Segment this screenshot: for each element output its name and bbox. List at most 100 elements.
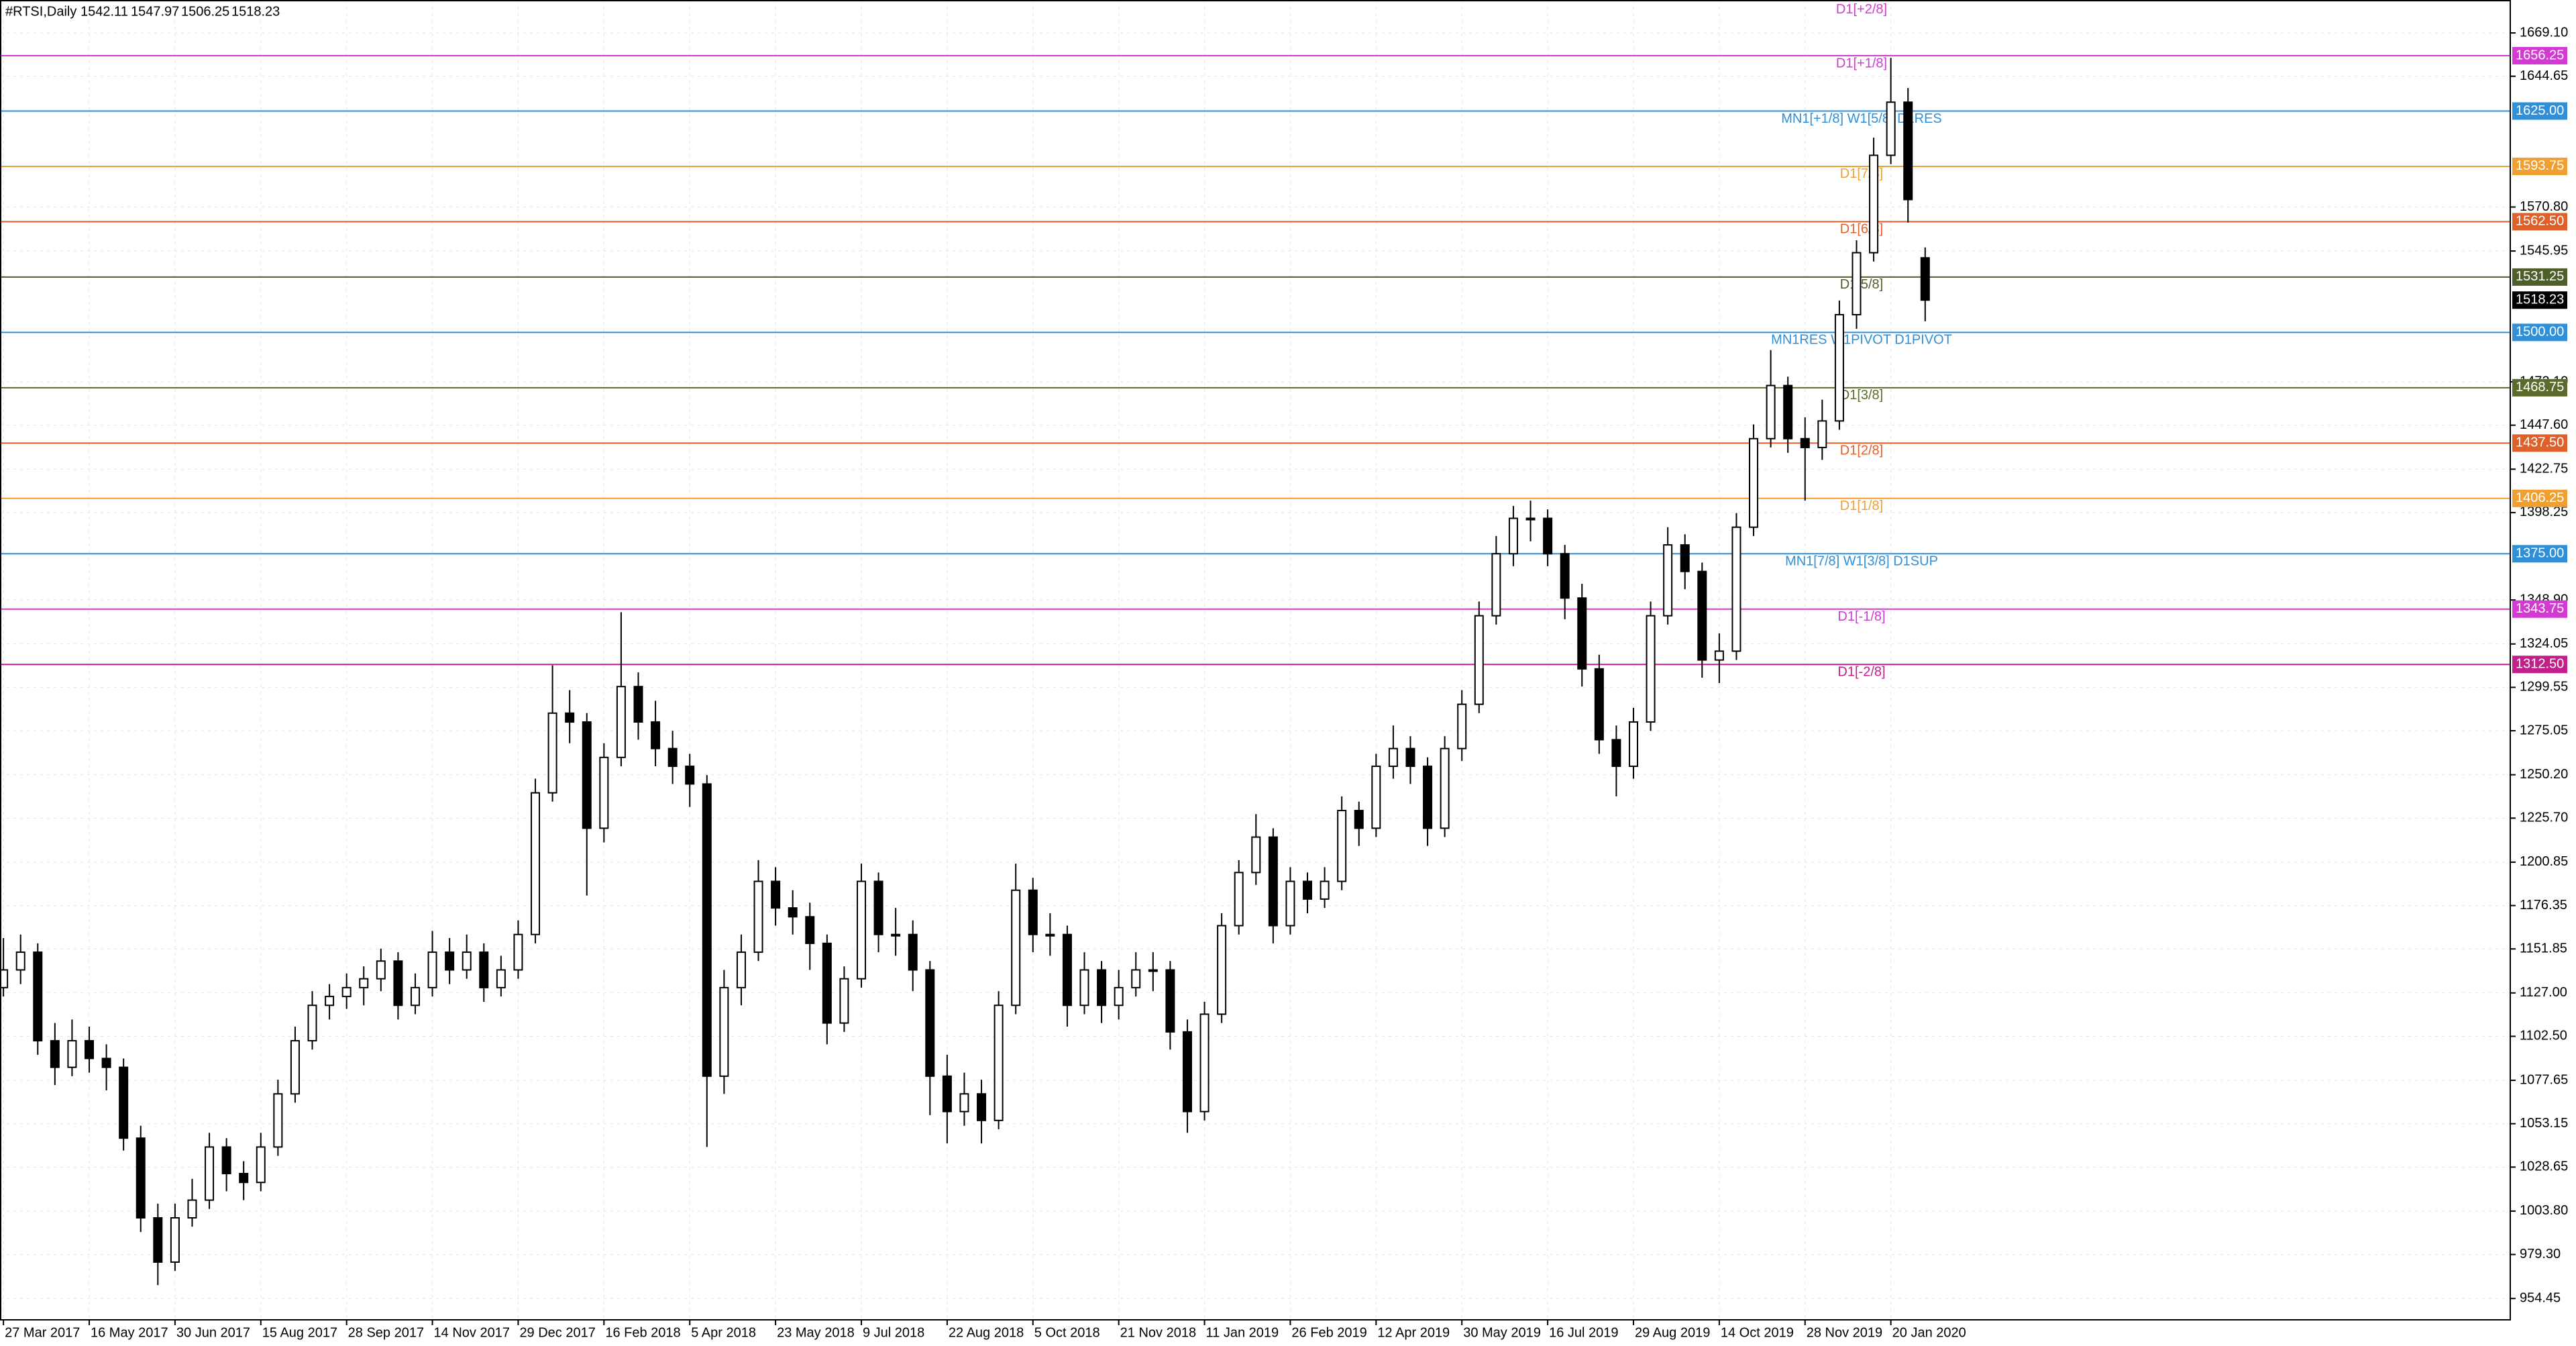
- x-tick-label: 11 Jan 2019: [1206, 1325, 1279, 1340]
- candle-body: [136, 1137, 146, 1219]
- x-tick-label: 5 Apr 2018: [691, 1325, 756, 1340]
- candle-body: [1097, 969, 1107, 1006]
- candle-body: [667, 747, 678, 767]
- level-price-label: 1312.50: [2516, 657, 2564, 672]
- header-close: 1518.23: [231, 4, 280, 19]
- candle-body: [1182, 1031, 1192, 1112]
- y-tick-label: 979.30: [2520, 1247, 2561, 1261]
- candle-body: [1594, 668, 1604, 741]
- candle-body: [1405, 747, 1415, 767]
- candle-body: [1011, 889, 1021, 1006]
- level-price-label: 1406.25: [2516, 490, 2564, 505]
- x-tick-label: 15 Aug 2017: [262, 1325, 337, 1340]
- candle-body: [1045, 933, 1055, 937]
- y-tick-label: 1570.80: [2520, 199, 2568, 214]
- level-price-label: 1625.00: [2516, 103, 2564, 118]
- candle-body: [616, 686, 626, 758]
- candle-body: [1199, 1013, 1210, 1112]
- candle-body: [736, 951, 746, 988]
- candle-body: [1663, 544, 1673, 617]
- y-tick-label: 1176.35: [2520, 898, 2567, 913]
- candle-body: [153, 1216, 163, 1263]
- y-tick-label: 1003.80: [2520, 1203, 2568, 1218]
- y-tick-label: 1250.20: [2520, 767, 2568, 782]
- candle-body: [1817, 420, 1827, 448]
- header-open: 1542.11: [80, 4, 128, 19]
- candle-body: [1285, 880, 1295, 927]
- candle-body: [376, 960, 386, 980]
- candle-body: [85, 1040, 95, 1059]
- level-label: D1[-1/8]: [1837, 609, 1885, 624]
- candle-body: [462, 951, 472, 971]
- candle-body: [1303, 880, 1313, 900]
- candle-body: [1217, 925, 1227, 1015]
- candle-body: [1474, 615, 1484, 705]
- candle-body: [1611, 739, 1621, 767]
- candle-body: [1577, 597, 1587, 670]
- candle-body: [959, 1093, 969, 1112]
- candle-body: [856, 880, 866, 980]
- x-tick-label: 29 Aug 2019: [1635, 1325, 1710, 1340]
- candle-body: [1457, 703, 1467, 749]
- level-price-box: [2512, 268, 2567, 286]
- level-price-box: [2512, 323, 2567, 342]
- candle-body: [891, 933, 901, 937]
- y-tick-label: 1324.05: [2520, 636, 2568, 651]
- candle-body: [1148, 969, 1158, 972]
- x-tick-label: 28 Sep 2017: [348, 1325, 424, 1340]
- level-label: MN1RES W1PIVOT D1PIVOT: [1771, 333, 1952, 348]
- y-tick-label: 1447.60: [2520, 417, 2568, 432]
- candle-body: [565, 712, 575, 723]
- level-price-label: 1531.25: [2516, 269, 2564, 284]
- candle-body: [1354, 809, 1364, 829]
- candle-body: [393, 960, 403, 1006]
- candle-body: [1525, 517, 1536, 521]
- candle-body: [0, 969, 9, 988]
- level-price-label: 1375.00: [2516, 546, 2564, 561]
- y-tick-label: 1028.65: [2520, 1159, 2568, 1174]
- candle-body: [1268, 836, 1278, 927]
- candle-body: [1508, 517, 1518, 555]
- x-tick-label: 30 May 2019: [1463, 1325, 1541, 1340]
- level-label: D1[+1/8]: [1836, 56, 1887, 70]
- level-price-box: [2512, 545, 2567, 563]
- candle-body: [205, 1146, 215, 1201]
- candle-body: [771, 880, 781, 909]
- x-tick-label: 14 Nov 2017: [434, 1325, 510, 1340]
- candle-body: [599, 756, 609, 829]
- y-tick-label: 954.45: [2520, 1290, 2561, 1305]
- candle-body: [1731, 526, 1741, 652]
- candle-body: [942, 1075, 952, 1112]
- level-price-box: [2512, 434, 2567, 452]
- candle-body: [547, 712, 557, 794]
- candle-body: [908, 933, 918, 971]
- candle-body: [753, 880, 763, 953]
- candle-body: [1543, 517, 1553, 555]
- candle-body: [1766, 384, 1776, 439]
- candle-body: [1749, 437, 1759, 528]
- candle-body: [633, 686, 643, 723]
- level-price-label: 1468.75: [2516, 380, 2564, 395]
- candle-body: [221, 1146, 231, 1175]
- y-tick-label: 1422.75: [2520, 462, 2568, 476]
- y-tick-label: 1077.65: [2520, 1072, 2568, 1087]
- x-tick-label: 22 Aug 2018: [949, 1325, 1024, 1340]
- candle-body: [1851, 252, 1862, 315]
- level-price-label: 1656.25: [2516, 48, 2564, 62]
- candle-body: [1165, 969, 1175, 1033]
- candle-body: [410, 986, 420, 1006]
- candle-body: [15, 951, 25, 971]
- candle-body: [531, 792, 541, 935]
- x-tick-label: 16 Jul 2019: [1549, 1325, 1618, 1340]
- candle-body: [307, 1004, 317, 1042]
- candle-body: [1697, 570, 1707, 661]
- candle-body: [651, 721, 661, 749]
- level-price-box: [2512, 102, 2567, 120]
- candle-body: [1491, 553, 1501, 617]
- candle-body: [1062, 933, 1072, 1006]
- candle-body: [788, 907, 798, 918]
- x-tick-label: 28 Nov 2019: [1807, 1325, 1882, 1340]
- x-tick-label: 23 May 2018: [777, 1325, 855, 1340]
- candle-body: [290, 1040, 300, 1095]
- level-price-label: 1593.75: [2516, 158, 2564, 173]
